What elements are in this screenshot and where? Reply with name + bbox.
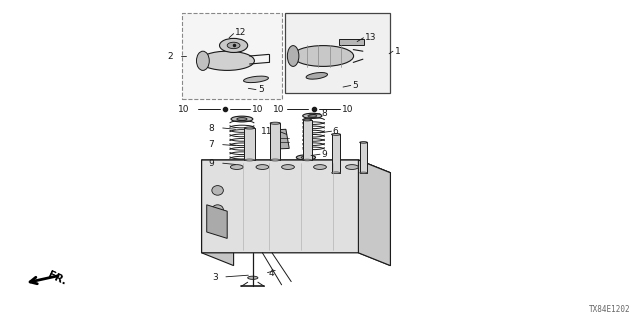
Ellipse shape	[270, 122, 280, 124]
Ellipse shape	[270, 159, 280, 161]
Bar	[270, 123, 280, 160]
Text: 9: 9	[321, 150, 327, 159]
Bar	[182, 13, 282, 99]
Bar	[244, 128, 255, 160]
Text: 2: 2	[167, 52, 173, 60]
Polygon shape	[202, 160, 390, 173]
Circle shape	[227, 42, 240, 49]
Ellipse shape	[296, 155, 316, 160]
Ellipse shape	[236, 166, 248, 170]
Text: 8: 8	[321, 109, 327, 118]
Ellipse shape	[248, 276, 258, 279]
Ellipse shape	[200, 51, 254, 70]
Ellipse shape	[196, 51, 209, 70]
Text: 10: 10	[273, 105, 284, 114]
Ellipse shape	[303, 113, 322, 118]
Text: 11: 11	[260, 127, 272, 136]
Ellipse shape	[301, 156, 311, 159]
Ellipse shape	[212, 205, 223, 214]
Polygon shape	[207, 205, 227, 238]
Bar	[360, 142, 367, 173]
Text: 1: 1	[395, 47, 401, 56]
Ellipse shape	[230, 165, 253, 171]
Ellipse shape	[287, 46, 299, 67]
Ellipse shape	[282, 164, 294, 170]
Ellipse shape	[230, 164, 243, 170]
Text: 12: 12	[235, 28, 246, 37]
Text: 6: 6	[333, 127, 339, 136]
Ellipse shape	[303, 119, 312, 121]
Text: 10: 10	[178, 105, 189, 114]
Bar	[332, 134, 340, 173]
Ellipse shape	[308, 115, 317, 117]
Ellipse shape	[212, 224, 223, 234]
Ellipse shape	[360, 142, 367, 143]
Text: 13: 13	[365, 33, 376, 42]
Ellipse shape	[360, 172, 367, 173]
Text: 5: 5	[258, 85, 264, 94]
Ellipse shape	[244, 159, 255, 161]
Ellipse shape	[306, 73, 328, 79]
Ellipse shape	[314, 164, 326, 170]
Text: TX84E1202: TX84E1202	[589, 305, 630, 314]
Ellipse shape	[212, 186, 223, 195]
Ellipse shape	[332, 172, 340, 174]
Bar	[303, 120, 312, 160]
Ellipse shape	[244, 127, 255, 129]
Text: 5: 5	[352, 81, 358, 90]
Ellipse shape	[293, 46, 353, 67]
Text: 10: 10	[342, 105, 354, 114]
Circle shape	[220, 38, 248, 52]
Text: 4: 4	[269, 269, 275, 278]
Ellipse shape	[346, 164, 358, 170]
Text: 9: 9	[209, 159, 214, 168]
Ellipse shape	[244, 76, 268, 83]
Ellipse shape	[256, 164, 269, 170]
Polygon shape	[358, 160, 390, 266]
Text: 8: 8	[209, 124, 214, 132]
Ellipse shape	[237, 118, 247, 121]
Polygon shape	[202, 160, 390, 266]
Text: 10: 10	[252, 105, 263, 114]
Bar	[277, 129, 289, 149]
Text: 3: 3	[212, 273, 218, 282]
Bar	[285, 13, 390, 93]
Ellipse shape	[303, 159, 312, 161]
Bar	[339, 39, 364, 45]
Text: 7: 7	[209, 140, 214, 149]
Text: FR.: FR.	[46, 270, 68, 287]
Ellipse shape	[231, 116, 253, 122]
Polygon shape	[202, 160, 234, 266]
Ellipse shape	[332, 133, 340, 135]
